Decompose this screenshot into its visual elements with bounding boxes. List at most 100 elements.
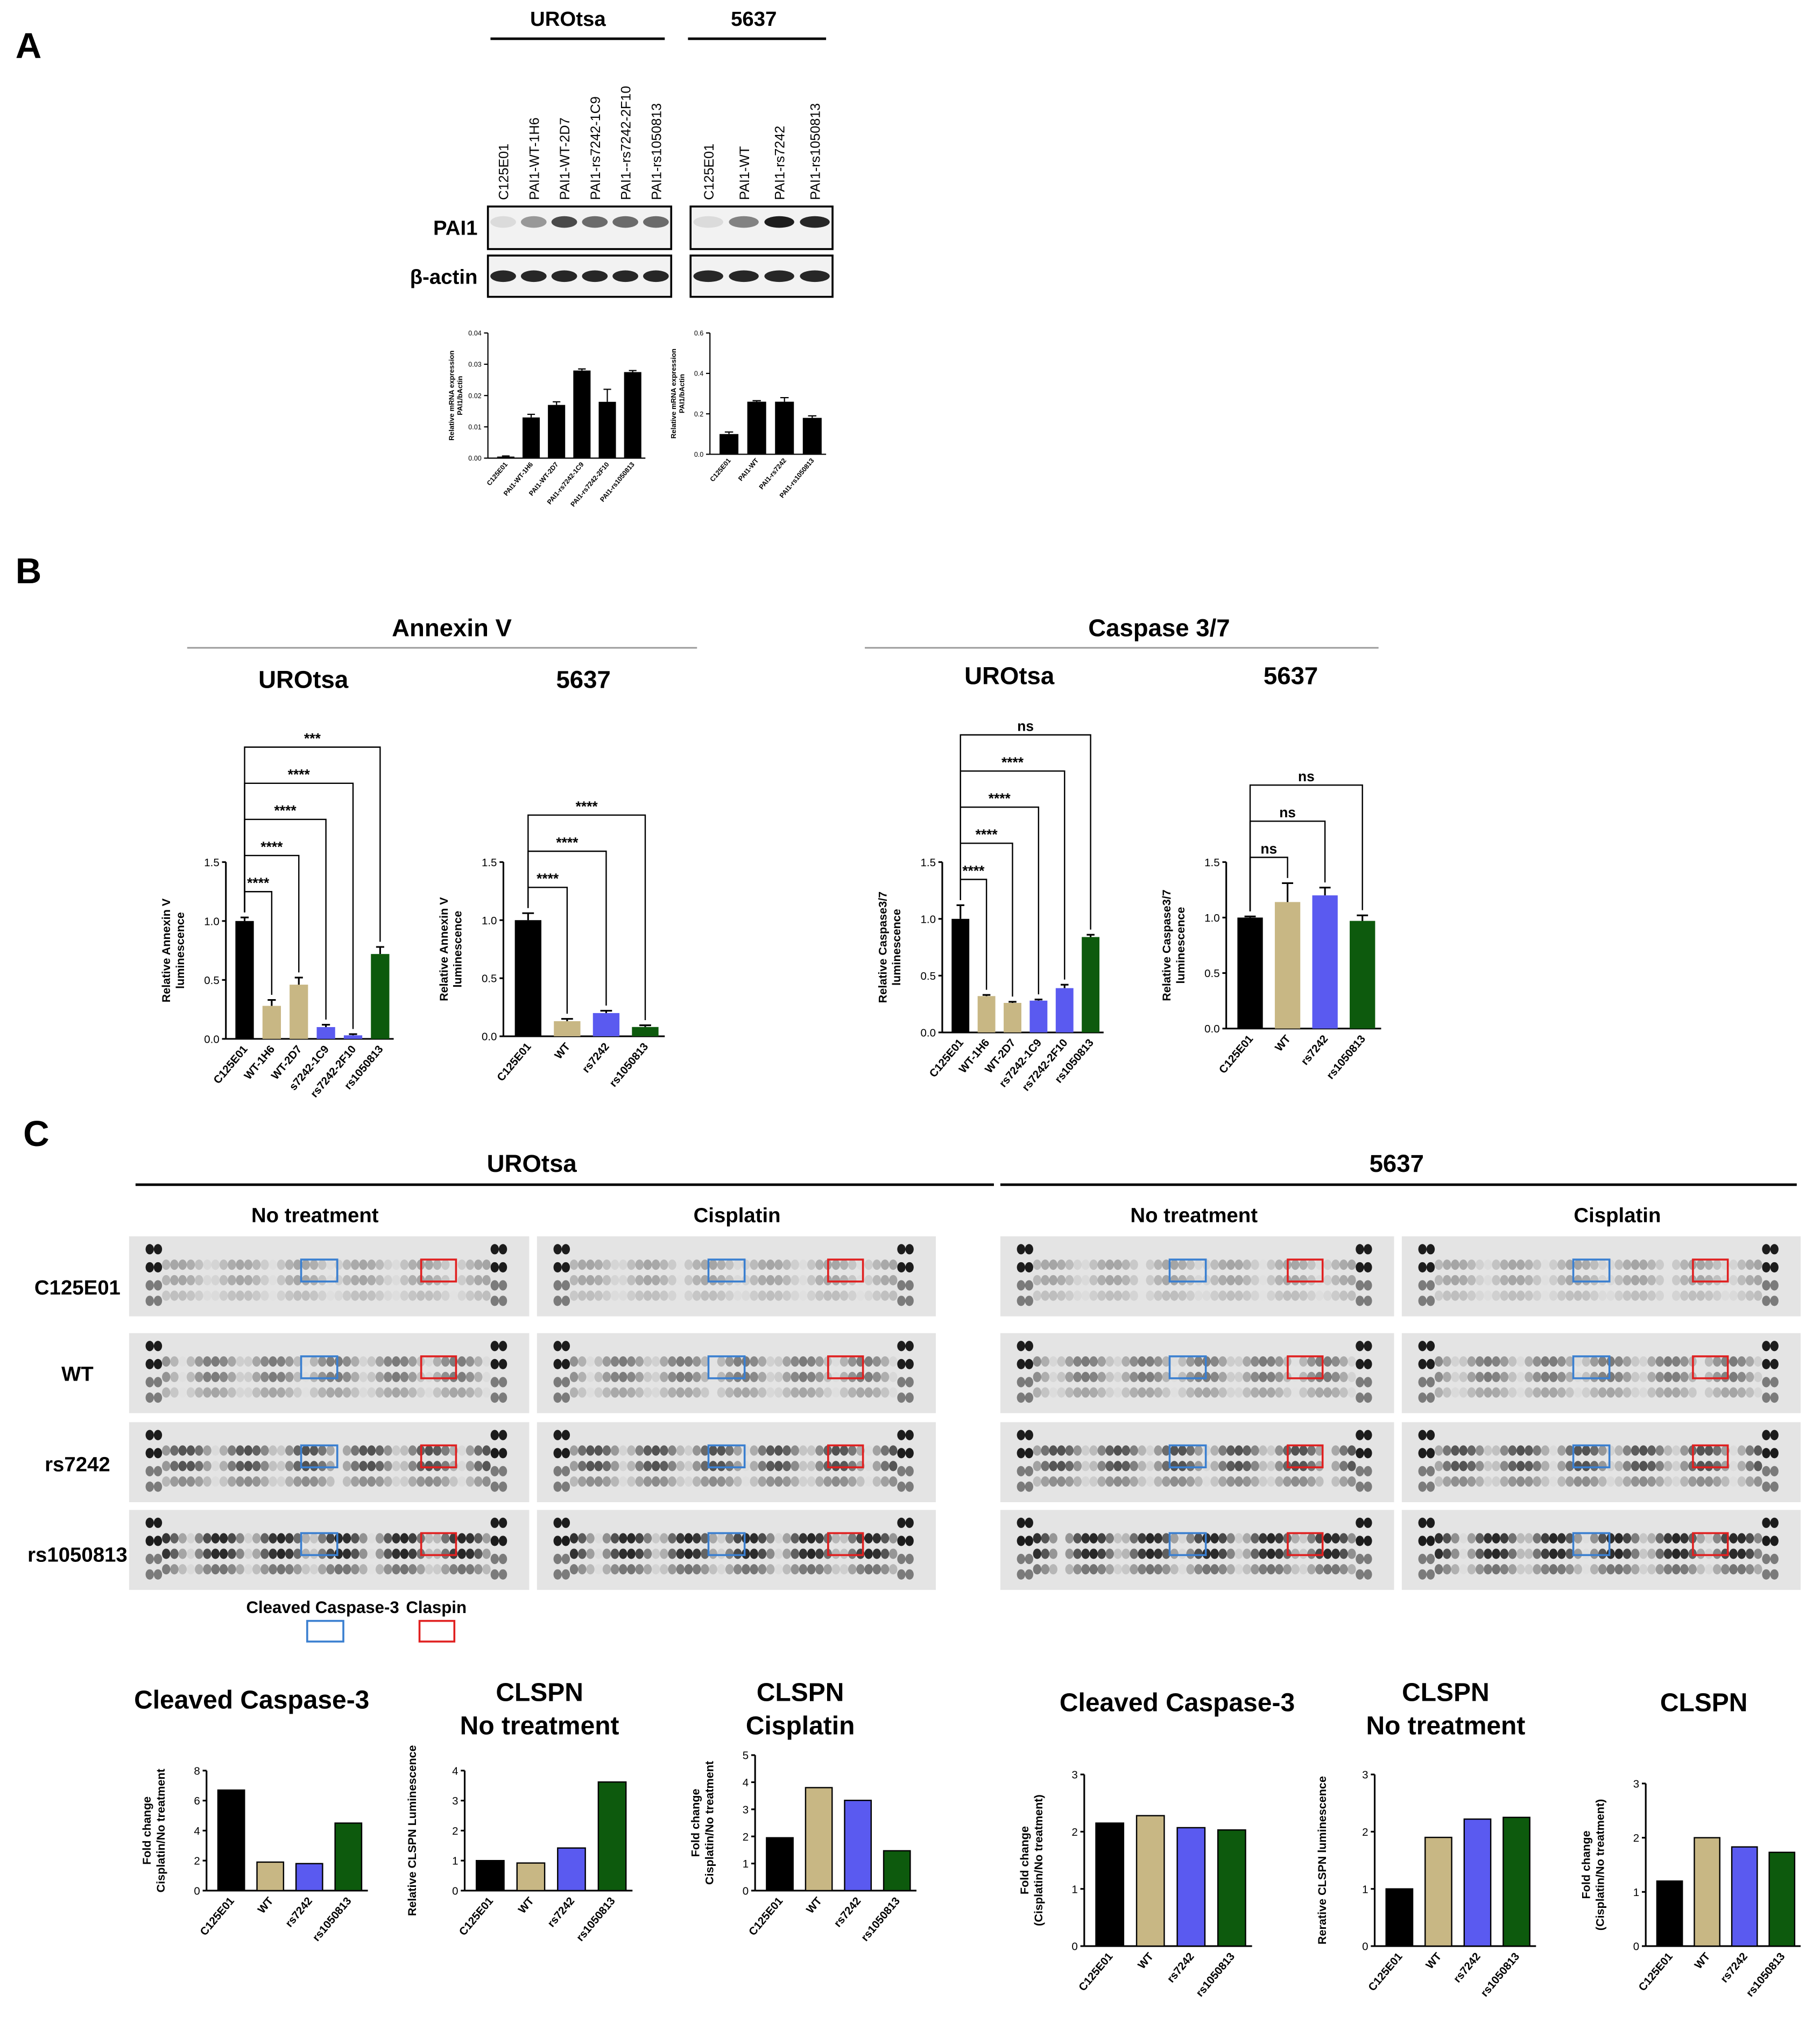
- array-spot: [1339, 1260, 1348, 1270]
- array-spot: [619, 1533, 627, 1544]
- array-spot: [1459, 1548, 1468, 1559]
- significance-bracket: [960, 734, 1091, 930]
- y-tick-label: 3: [1362, 1769, 1368, 1781]
- array-spot: [1426, 1448, 1435, 1459]
- array-spot: [1121, 1371, 1130, 1382]
- array-spot: [309, 1387, 319, 1398]
- array-spot: [482, 1260, 491, 1270]
- array-spot: [684, 1564, 693, 1575]
- array-spot: [367, 1461, 376, 1472]
- array-spot: [1418, 1430, 1427, 1440]
- array-spot: [384, 1371, 392, 1382]
- array-spot: [367, 1476, 376, 1487]
- array-spot: [186, 1387, 195, 1398]
- array-spot: [602, 1533, 611, 1544]
- array-spot: [1459, 1260, 1468, 1270]
- array-spot: [1541, 1371, 1550, 1382]
- array-spot: [1025, 1377, 1033, 1388]
- array-spot: [1162, 1387, 1170, 1398]
- array-spot: [1639, 1476, 1648, 1487]
- array-spot: [458, 1476, 466, 1487]
- array-spot: [1097, 1564, 1106, 1575]
- array-spot: [1647, 1548, 1656, 1559]
- array-spot: [1089, 1564, 1098, 1575]
- array-spot: [392, 1548, 400, 1559]
- array-spot: [725, 1533, 734, 1544]
- array-spot: [1307, 1260, 1316, 1270]
- significance-label: ****: [537, 871, 559, 887]
- array-spot: [186, 1356, 195, 1367]
- y-tick-label: 2: [1071, 1826, 1077, 1838]
- y-axis-label-line: Fold change: [140, 1796, 153, 1865]
- bar: [1385, 1888, 1414, 1947]
- array-spot: [490, 1359, 499, 1369]
- array-spot: [553, 1392, 562, 1403]
- array-spot: [384, 1275, 392, 1286]
- array-spot: [1057, 1387, 1066, 1398]
- array-spot: [1113, 1445, 1122, 1456]
- array-spot: [880, 1548, 890, 1559]
- bar: [1656, 1880, 1683, 1947]
- array-spot: [864, 1461, 872, 1471]
- blot-band: [729, 270, 759, 282]
- array-spot: [1138, 1445, 1146, 1456]
- error-bar: [240, 916, 249, 921]
- array-spot: [1235, 1275, 1243, 1286]
- array-spot: [1525, 1356, 1533, 1367]
- array-spot: [1275, 1476, 1283, 1487]
- y-axis-label: Relative mRNA expressionPAI1/bActin: [669, 349, 686, 438]
- array-spot: [1434, 1533, 1443, 1544]
- array-spot: [758, 1275, 767, 1286]
- array-spot: [326, 1445, 335, 1456]
- array-spot: [1443, 1260, 1451, 1270]
- bar: [719, 434, 739, 455]
- error-bar: [629, 370, 637, 372]
- array-spot: [619, 1476, 627, 1487]
- array-spot: [905, 1481, 914, 1492]
- array-spot: [1492, 1387, 1500, 1398]
- array-spot: [1210, 1356, 1219, 1367]
- array-spot: [1259, 1564, 1267, 1575]
- array-spot: [1226, 1445, 1235, 1456]
- array-spot: [195, 1476, 203, 1487]
- array-spot: [179, 1356, 187, 1367]
- y-tick-label: 1: [1633, 1886, 1639, 1899]
- array-spot: [848, 1275, 857, 1286]
- array-spot: [1418, 1296, 1427, 1306]
- array-spot: [1672, 1461, 1681, 1472]
- bar: [1217, 1829, 1246, 1947]
- array-spot: [211, 1275, 220, 1286]
- array-spot: [384, 1260, 392, 1270]
- array-spot: [1259, 1533, 1267, 1544]
- array-spot: [1307, 1548, 1316, 1559]
- array-spot: [1476, 1564, 1484, 1575]
- array-spot: [1459, 1476, 1468, 1487]
- array-spot: [162, 1356, 171, 1367]
- array-spot: [1356, 1392, 1364, 1403]
- array-spot: [1356, 1448, 1364, 1459]
- array-spot: [831, 1260, 840, 1270]
- chart-title: UROtsa: [964, 662, 1055, 689]
- significance-label: ***: [304, 730, 321, 746]
- array-spot: [1484, 1356, 1492, 1367]
- caspase-box: [1572, 1258, 1611, 1283]
- blot-box: [486, 205, 673, 250]
- array-spot: [1680, 1387, 1689, 1398]
- array-spot: [186, 1461, 195, 1472]
- blot-band: [693, 270, 723, 282]
- array-spot: [1315, 1445, 1324, 1456]
- array-spot: [1664, 1260, 1672, 1270]
- array-spot: [643, 1445, 652, 1456]
- array-spot: [1541, 1260, 1549, 1270]
- array-spot: [1049, 1275, 1057, 1286]
- array-spot: [635, 1461, 644, 1472]
- array-spot: [1315, 1387, 1324, 1398]
- array-spot: [1170, 1356, 1178, 1367]
- array-spot: [335, 1476, 343, 1487]
- array-spot: [880, 1533, 890, 1544]
- array-spot: [1348, 1275, 1356, 1286]
- array-spot: [1730, 1476, 1738, 1487]
- array-spot: [1307, 1476, 1316, 1487]
- array-spot: [1226, 1476, 1235, 1487]
- array-spot: [1639, 1461, 1648, 1472]
